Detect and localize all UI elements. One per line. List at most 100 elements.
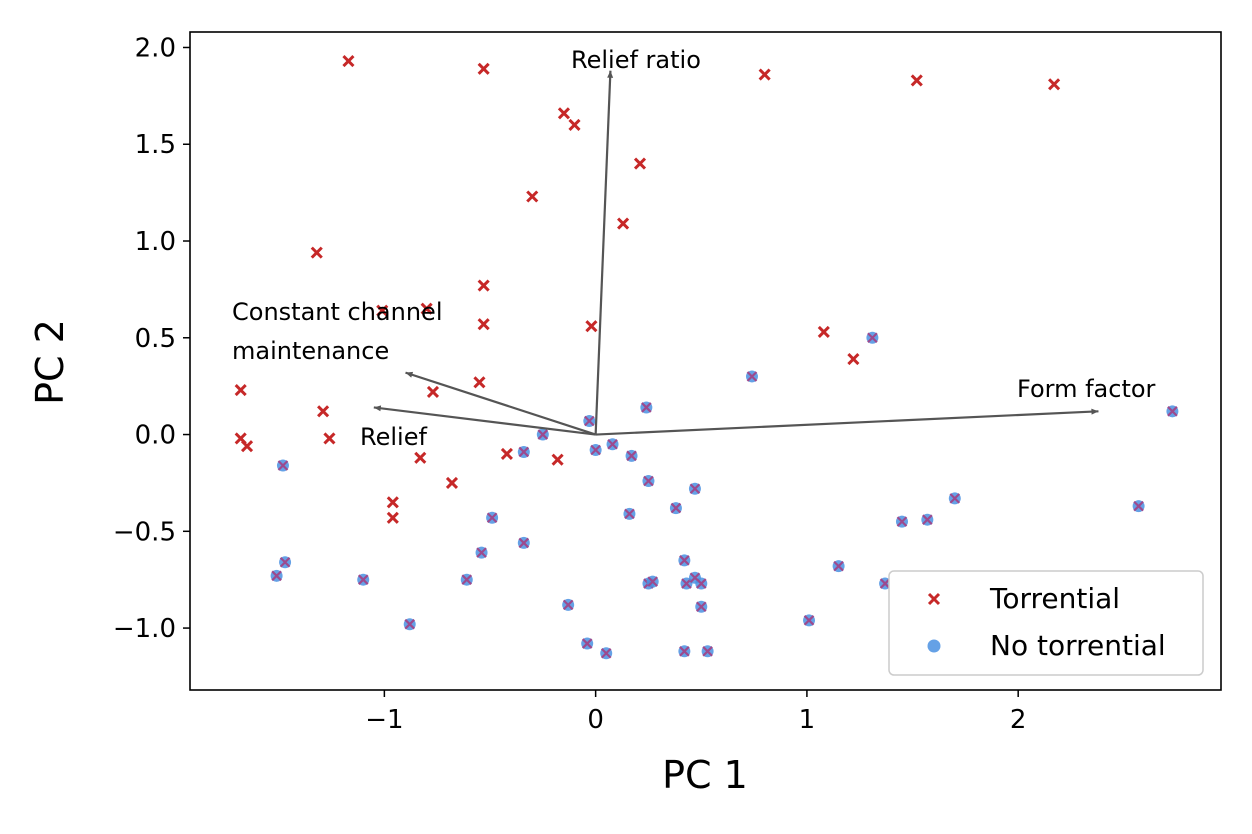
no-torrential-point (623, 507, 636, 520)
no-torrential-point (866, 331, 879, 344)
y-tick-label: 1.5 (135, 130, 176, 160)
no-torrential-point (1166, 405, 1179, 418)
y-tick-label: −0.5 (113, 517, 176, 547)
no-torrential-point (475, 546, 488, 559)
torrential-point (910, 74, 923, 87)
no-torrential-point (276, 459, 289, 472)
plot-frame (189, 31, 1222, 691)
torrential-point (568, 118, 581, 131)
y-tick-label: 0.0 (135, 421, 176, 451)
vector-label: Constant channel (232, 298, 443, 326)
torrential-point (847, 353, 860, 366)
y-tick-label: 2.0 (135, 33, 176, 63)
x-tick-label: 0 (587, 705, 604, 735)
no-torrential-point (745, 370, 758, 383)
no-torrential-point (695, 577, 708, 590)
torrential-point (445, 476, 459, 489)
x-tick-label: 1 (799, 705, 816, 735)
no-torrential-point (600, 647, 613, 660)
points-layer (234, 54, 1179, 660)
no-torrential-point (536, 428, 549, 441)
no-torrential-point (678, 645, 691, 658)
torrential-point (310, 246, 323, 259)
torrential-point (386, 511, 399, 524)
no-torrential-point (803, 614, 816, 627)
no-torrential-point (688, 482, 701, 495)
no-torrential-point (606, 438, 619, 451)
loading-vector: Form factor (595, 375, 1156, 436)
torrential-point (426, 385, 440, 399)
no-torrential-point (646, 575, 659, 588)
vector-label: Relief (360, 423, 427, 451)
no-torrential-point (895, 515, 908, 528)
no-torrential-point (948, 492, 961, 505)
x-axis-title: PC 1 (662, 753, 748, 797)
no-torrential-point (562, 598, 575, 611)
no-torrential-point (921, 513, 934, 526)
vectors-layer: Relief ratio Form factor Constant channel m… (232, 46, 1156, 451)
y-axis-title: PC 2 (28, 319, 72, 405)
torrential-point (477, 279, 490, 292)
torrential-point (500, 447, 513, 460)
torrential-point (386, 496, 399, 509)
x-tick-label: −1 (365, 705, 403, 735)
torrential-point (817, 325, 830, 339)
x-tick-label: 2 (1010, 705, 1027, 735)
torrential-point (557, 107, 571, 120)
legend-torrential-marker (927, 592, 941, 606)
loading-vector: Constant channel maintenance (232, 298, 596, 436)
torrential-point (414, 451, 427, 464)
torrential-point (473, 376, 486, 389)
no-torrential-legend-icon (927, 639, 941, 653)
no-torrential-point (357, 573, 370, 586)
no-torrential-point (640, 401, 653, 414)
loading-vector: Relief (360, 405, 596, 451)
no-torrential-point (589, 444, 602, 457)
torrential-point (551, 453, 564, 466)
torrential-legend-icon (927, 592, 941, 606)
no-torrential-point (832, 560, 845, 573)
no-torrential-point (279, 556, 292, 569)
no-torrential-point (695, 600, 708, 613)
no-torrential-point (680, 577, 693, 590)
loading-vector: Relief ratio (571, 46, 701, 435)
legend-no-torrential-label: No torrential (990, 629, 1166, 662)
torrential-point (234, 383, 247, 397)
vector-label: Form factor (1017, 375, 1156, 403)
no-torrential-point (879, 577, 892, 590)
no-torrential-point (517, 536, 530, 549)
torrential-point (633, 157, 647, 170)
legend-torrential-label: Torrential (989, 582, 1120, 615)
no-torrential-point (642, 474, 655, 487)
y-tick-label: 0.5 (135, 324, 176, 354)
no-torrential-point (270, 569, 283, 582)
torrential-point (323, 432, 336, 445)
torrential-point (617, 217, 630, 230)
no-torrential-point (517, 445, 530, 458)
no-torrential-point (625, 449, 638, 462)
no-torrential-point (701, 645, 714, 658)
torrential-point (240, 440, 254, 453)
torrential-point (376, 304, 389, 317)
no-torrential-point (403, 618, 416, 631)
vector-label: Relief ratio (571, 46, 701, 74)
legend-box (888, 570, 1204, 676)
no-torrential-point (678, 554, 691, 567)
y-tick-label: −1.0 (113, 614, 176, 644)
torrential-point (342, 54, 355, 68)
torrential-point (317, 405, 330, 418)
torrential-point (585, 320, 598, 333)
no-torrential-point (669, 502, 682, 515)
torrential-point (420, 302, 433, 315)
no-torrential-point (583, 414, 596, 427)
no-torrential-point (486, 511, 499, 524)
torrential-point (477, 62, 490, 75)
torrential-point (1048, 78, 1061, 91)
torrential-point (526, 190, 539, 203)
legend-no-torrential-marker (927, 639, 941, 653)
y-tick-label: 1.0 (135, 227, 176, 257)
ticks-layer: −1 0 1 2 2.0 1.5 1.0 0.5 0.0 −0.5 −1.0 (113, 33, 1027, 735)
torrential-point (477, 318, 490, 331)
no-torrential-point (460, 573, 473, 586)
